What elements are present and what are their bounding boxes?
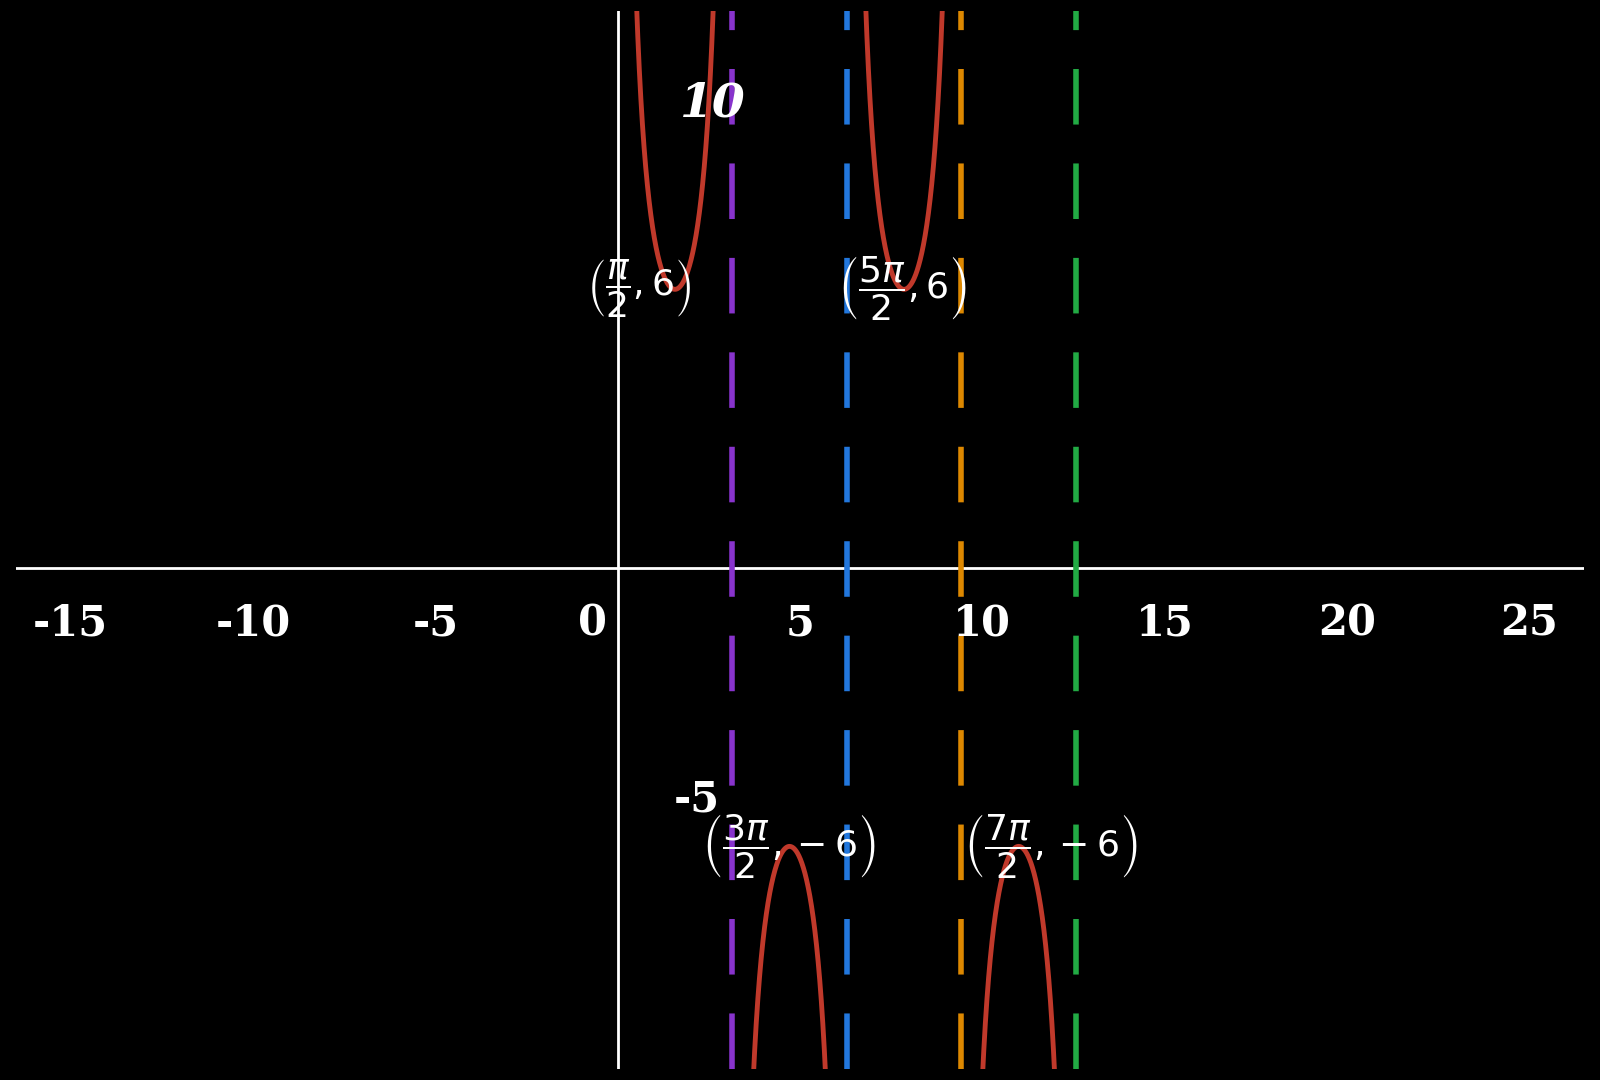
- Text: 20: 20: [1318, 603, 1376, 645]
- Text: -5: -5: [413, 603, 459, 645]
- Text: 0: 0: [578, 603, 606, 645]
- Text: -10: -10: [216, 603, 291, 645]
- Text: $\left(\dfrac{3\pi}{2},-6\right)$: $\left(\dfrac{3\pi}{2},-6\right)$: [702, 812, 875, 880]
- Text: 15: 15: [1136, 603, 1194, 645]
- Text: $\left(\dfrac{5\pi}{2},6\right)$: $\left(\dfrac{5\pi}{2},6\right)$: [838, 255, 968, 324]
- Text: $\left(\dfrac{\pi}{2},6\right)$: $\left(\dfrac{\pi}{2},6\right)$: [587, 258, 691, 321]
- Text: -15: -15: [34, 603, 109, 645]
- Text: 10: 10: [954, 603, 1011, 645]
- Text: 10: 10: [680, 81, 746, 126]
- Text: 25: 25: [1501, 603, 1558, 645]
- Text: 5: 5: [786, 603, 814, 645]
- Text: -5: -5: [674, 779, 720, 821]
- Text: $\left(\dfrac{7\pi}{2},-6\right)$: $\left(\dfrac{7\pi}{2},-6\right)$: [963, 812, 1138, 880]
